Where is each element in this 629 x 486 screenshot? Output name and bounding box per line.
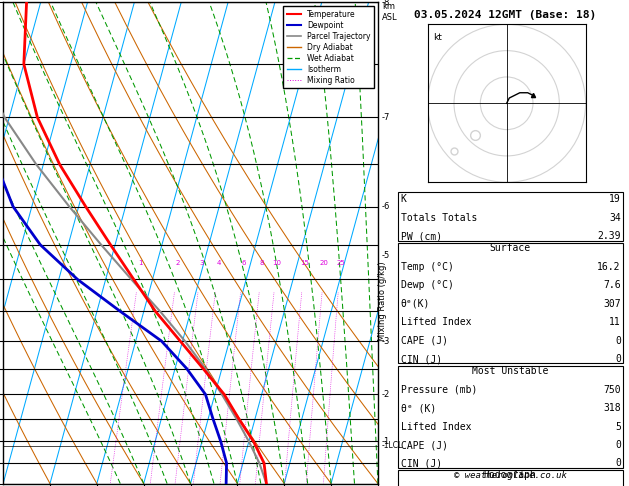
- Text: kt: kt: [433, 33, 442, 42]
- Text: 19: 19: [609, 194, 621, 205]
- Text: Temp (°C): Temp (°C): [401, 262, 454, 272]
- Text: Lifted Index: Lifted Index: [401, 421, 471, 432]
- Text: km
ASL: km ASL: [382, 2, 398, 22]
- Text: 11: 11: [609, 317, 621, 327]
- Text: -6: -6: [382, 202, 391, 211]
- Text: 10: 10: [272, 260, 281, 266]
- Text: -3: -3: [382, 336, 391, 346]
- Text: -1: -1: [382, 437, 391, 446]
- Text: 4: 4: [216, 260, 221, 266]
- Text: 03.05.2024 12GMT (Base: 18): 03.05.2024 12GMT (Base: 18): [414, 10, 596, 19]
- Text: 6: 6: [242, 260, 246, 266]
- Text: Totals Totals: Totals Totals: [401, 213, 477, 223]
- Text: Lifted Index: Lifted Index: [401, 317, 471, 327]
- Text: 0: 0: [615, 336, 621, 346]
- Text: Mixing Ratio (g/kg): Mixing Ratio (g/kg): [378, 261, 387, 341]
- Text: 8: 8: [260, 260, 264, 266]
- Text: 0: 0: [615, 458, 621, 469]
- Text: 750: 750: [603, 384, 621, 395]
- Text: 3: 3: [199, 260, 204, 266]
- Text: 15: 15: [300, 260, 309, 266]
- Text: Surface: Surface: [489, 243, 531, 253]
- Text: 7.6: 7.6: [603, 280, 621, 290]
- Text: 20: 20: [320, 260, 329, 266]
- Title: 40°27'N 50°04'E  -3m ASL: 40°27'N 50°04'E -3m ASL: [106, 0, 275, 1]
- Text: 2: 2: [175, 260, 180, 266]
- Text: © weatheronline.co.uk: © weatheronline.co.uk: [454, 471, 567, 480]
- Text: 1: 1: [138, 260, 142, 266]
- Text: -7: -7: [382, 113, 391, 122]
- Text: CAPE (J): CAPE (J): [401, 440, 448, 450]
- Text: θᵉ (K): θᵉ (K): [401, 403, 436, 413]
- Text: Dewp (°C): Dewp (°C): [401, 280, 454, 290]
- Text: -1LCL: -1LCL: [382, 441, 403, 451]
- Text: -8: -8: [382, 0, 391, 7]
- Text: CAPE (J): CAPE (J): [401, 336, 448, 346]
- Text: 34: 34: [609, 213, 621, 223]
- Text: 25: 25: [336, 260, 345, 266]
- Text: 0: 0: [615, 440, 621, 450]
- Text: K: K: [401, 194, 406, 205]
- Text: Hodograph: Hodograph: [484, 470, 537, 481]
- Text: Pressure (mb): Pressure (mb): [401, 384, 477, 395]
- Text: 16.2: 16.2: [598, 262, 621, 272]
- Text: 307: 307: [603, 299, 621, 309]
- Text: PW (cm): PW (cm): [401, 231, 442, 242]
- Text: 0: 0: [615, 354, 621, 364]
- Text: CIN (J): CIN (J): [401, 354, 442, 364]
- Text: -5: -5: [382, 251, 391, 260]
- Text: 2.39: 2.39: [598, 231, 621, 242]
- Legend: Temperature, Dewpoint, Parcel Trajectory, Dry Adiabat, Wet Adiabat, Isotherm, Mi: Temperature, Dewpoint, Parcel Trajectory…: [283, 6, 374, 88]
- Text: -2: -2: [382, 390, 391, 399]
- Text: Most Unstable: Most Unstable: [472, 366, 548, 376]
- Text: 5: 5: [615, 421, 621, 432]
- Text: 318: 318: [603, 403, 621, 413]
- Text: θᵉ(K): θᵉ(K): [401, 299, 430, 309]
- Text: CIN (J): CIN (J): [401, 458, 442, 469]
